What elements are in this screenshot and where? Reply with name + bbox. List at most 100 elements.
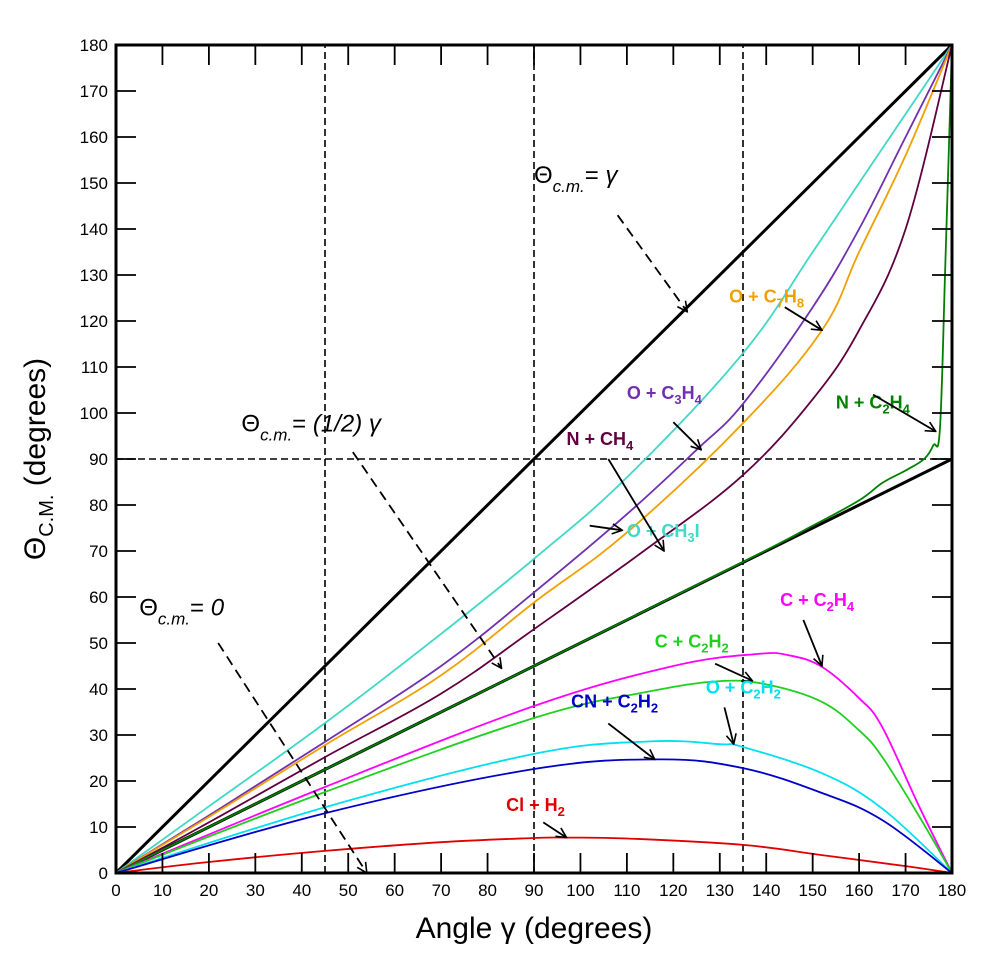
label-o-c3h4: O + C3H4 bbox=[627, 383, 703, 407]
annotation-theta: Θ bbox=[534, 162, 553, 189]
label-subscript: 2 bbox=[722, 641, 729, 656]
x-tick-label: 40 bbox=[292, 881, 311, 900]
label-text: O + C bbox=[706, 678, 754, 698]
annotation-subscript: c.m. bbox=[260, 425, 292, 444]
label-text: N + CH bbox=[567, 429, 627, 449]
label-subscript: 4 bbox=[695, 392, 703, 407]
label-text: H bbox=[834, 590, 847, 610]
x-tick-label: 140 bbox=[752, 881, 780, 900]
label-text: H bbox=[890, 392, 903, 412]
label-text: O + C bbox=[729, 287, 777, 307]
y-axis-title-rest: (degrees) bbox=[19, 358, 52, 495]
annotation-equals: = bbox=[292, 410, 313, 437]
x-tick-label: 100 bbox=[566, 881, 594, 900]
curve-n-c2h4 bbox=[115, 44, 953, 874]
y-axis-title-theta: Θ bbox=[19, 537, 52, 560]
x-tick-label: 160 bbox=[845, 881, 873, 900]
y-tick-label: 10 bbox=[89, 818, 108, 837]
curve-c-c2h2 bbox=[115, 679, 953, 874]
x-tick-label: 30 bbox=[246, 881, 265, 900]
x-tick-label: 110 bbox=[613, 881, 640, 900]
annotation-subscript: c.m. bbox=[553, 177, 585, 196]
y-tick-label: 100 bbox=[80, 404, 108, 423]
arrow-c-c2h4 bbox=[802, 619, 822, 666]
y-axis-title: ΘC.M. (degrees) bbox=[19, 358, 58, 560]
x-tick-label: 150 bbox=[798, 881, 826, 900]
label-subscript: 2 bbox=[701, 641, 708, 656]
x-tick-label: 120 bbox=[659, 881, 687, 900]
y-tick-label: 110 bbox=[81, 358, 108, 377]
label-subscript: 2 bbox=[631, 700, 638, 715]
label-subscript: 4 bbox=[847, 599, 855, 614]
curve-c-c2h4 bbox=[115, 652, 953, 874]
arrow-o-c3h4 bbox=[672, 421, 701, 450]
y-tick-label: 150 bbox=[80, 174, 108, 193]
label-o-c2h2: O + C2H2 bbox=[706, 678, 781, 702]
y-tick-label: 20 bbox=[89, 772, 108, 791]
x-tick-label: 10 bbox=[153, 881, 172, 900]
annotation-subscript: c.m. bbox=[158, 609, 190, 628]
y-tick-label: 180 bbox=[80, 36, 108, 55]
annotation-theta: Θ bbox=[241, 410, 260, 437]
label-text: O + CH bbox=[627, 521, 688, 541]
y-tick-label: 0 bbox=[99, 864, 108, 883]
annotation-theta-equals-half-gamma-arrow bbox=[352, 451, 502, 668]
label-text: C + C bbox=[780, 590, 827, 610]
x-axis-title: Angle γ (degrees) bbox=[416, 912, 653, 945]
annotation-theta-equals-zero: Θc.m.= 0 bbox=[139, 594, 224, 628]
label-c-c2h2: C + C2H2 bbox=[655, 632, 729, 656]
arrow-o-ch3i bbox=[589, 526, 623, 531]
arrow-n-ch4 bbox=[607, 458, 664, 551]
arrow-o-c2h2 bbox=[723, 707, 733, 744]
label-text: I bbox=[695, 521, 700, 541]
y-tick-label: 170 bbox=[80, 82, 108, 101]
curve-n-ch4 bbox=[115, 44, 953, 874]
label-subscript: 2 bbox=[774, 687, 781, 702]
arrow-c-c2h2 bbox=[714, 662, 752, 681]
y-tick-label: 30 bbox=[89, 726, 108, 745]
annotation-rhs: γ bbox=[605, 162, 619, 189]
y-tick-label: 140 bbox=[80, 220, 108, 239]
y-tick-label: 90 bbox=[89, 450, 108, 469]
x-tick-label: 90 bbox=[525, 881, 544, 900]
label-subscript: 4 bbox=[626, 438, 634, 453]
label-subscript: 2 bbox=[753, 687, 760, 702]
arrow-o-c7h8 bbox=[784, 306, 822, 330]
curve-cn-c2h2 bbox=[115, 758, 953, 874]
y-axis-title-sub: C.M. bbox=[36, 495, 58, 537]
label-cn-c2h2: CN + C2H2 bbox=[571, 691, 658, 715]
label-text: H bbox=[638, 691, 651, 711]
x-tick-label: 180 bbox=[938, 881, 966, 900]
label-c-c2h4: C + C2H4 bbox=[780, 590, 855, 614]
x-tick-label: 130 bbox=[706, 881, 734, 900]
label-text: C + C bbox=[655, 632, 702, 652]
label-subscript: 2 bbox=[827, 599, 834, 614]
label-n-ch4: N + CH4 bbox=[567, 429, 635, 453]
label-subscript: 4 bbox=[903, 401, 911, 416]
x-tick-label: 60 bbox=[385, 881, 404, 900]
label-o-ch3i: O + CH3I bbox=[627, 521, 700, 545]
curve-o-c7h8 bbox=[115, 44, 953, 874]
label-text: Cl + H bbox=[506, 795, 558, 815]
y-tick-label: 40 bbox=[89, 680, 108, 699]
label-subscript: 8 bbox=[797, 296, 804, 311]
annotation-rhs: 0 bbox=[211, 594, 225, 621]
annotation-theta-equals-zero-arrow bbox=[217, 642, 367, 873]
annotation-theta-equals-gamma: Θc.m.= γ bbox=[534, 162, 619, 196]
label-subscript: 7 bbox=[777, 296, 784, 311]
label-text: CN + C bbox=[571, 691, 631, 711]
y-tick-label: 130 bbox=[80, 266, 108, 285]
label-text: H bbox=[761, 678, 774, 698]
x-tick-label: 50 bbox=[339, 881, 358, 900]
label-text: H bbox=[682, 383, 695, 403]
label-n-c2h4: N + C2H4 bbox=[836, 392, 911, 416]
x-tick-label: 170 bbox=[891, 881, 919, 900]
y-tick-label: 80 bbox=[89, 496, 108, 515]
curve-o-c3h4 bbox=[115, 44, 953, 874]
x-tick-label: 80 bbox=[478, 881, 497, 900]
y-tick-label: 70 bbox=[89, 542, 108, 561]
annotation-theta: Θ bbox=[139, 594, 158, 621]
annotation-theta-equals-gamma-arrow bbox=[616, 214, 688, 312]
label-subscript: 3 bbox=[674, 392, 681, 407]
arrow-cn-c2h2 bbox=[607, 722, 654, 760]
